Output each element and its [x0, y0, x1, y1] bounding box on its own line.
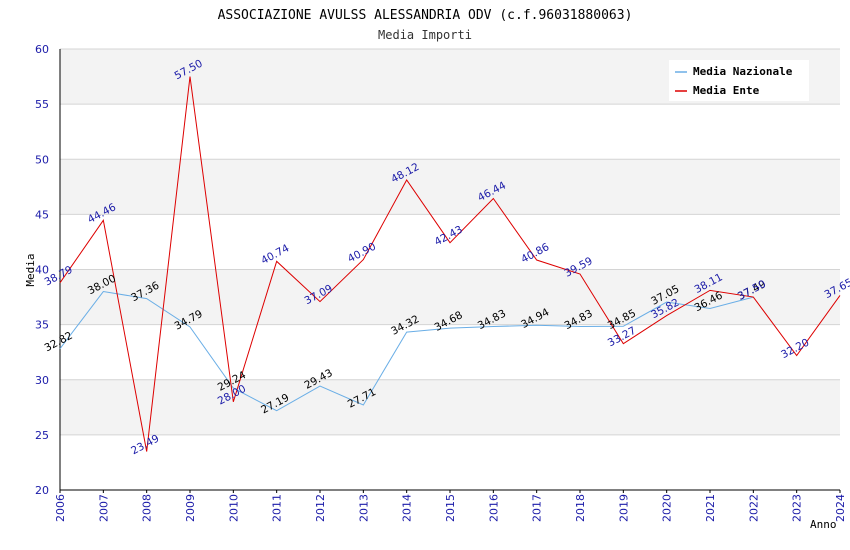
x-axis-label: Anno: [810, 518, 837, 531]
y-tick-label: 50: [35, 153, 49, 166]
y-tick-labels: 20 25 30 35 40 45 50 55 60: [35, 43, 49, 497]
x-tick-label: 2013: [357, 494, 370, 522]
y-tick-label: 25: [35, 429, 49, 442]
y-tick-label: 35: [35, 319, 49, 332]
x-tick-label: 2014: [401, 494, 414, 522]
y-tick-label: 40: [35, 264, 49, 277]
y-tick-label: 30: [35, 374, 49, 387]
x-tick-labels: 2006 2007 2008 2009 2010 2011 2012 2013 2014 2015…: [54, 490, 847, 522]
x-tick-label: 2019: [617, 494, 630, 522]
legend-label-media-nazionale: Media Nazionale: [693, 65, 793, 78]
plot-band: [60, 434, 840, 490]
chart-subtitle: Media Importi: [378, 28, 472, 42]
x-tick-label: 2022: [747, 494, 760, 522]
x-tick-label: 2012: [314, 494, 327, 522]
legend-box: [669, 60, 809, 101]
y-tick-label: 45: [35, 208, 49, 221]
x-tick-label: 2023: [791, 494, 804, 522]
x-tick-label: 2020: [661, 494, 674, 522]
chart-title: ASSOCIAZIONE AVULSS ALESSANDRIA ODV (c.f…: [218, 8, 633, 23]
x-tick-label: 2018: [574, 494, 587, 522]
series-line-media-nazionale: [59, 291, 754, 412]
y-axis-label: Media: [24, 253, 37, 286]
plot-band: [60, 104, 840, 160]
legend: Media Nazionale Media Ente: [669, 60, 809, 101]
x-tick-label: 2010: [227, 494, 240, 522]
plot-band: [60, 379, 840, 435]
x-tick-label: 2017: [531, 494, 544, 522]
series-lines: [59, 76, 841, 452]
x-tick-label: 2011: [271, 494, 284, 522]
plot-band: [60, 324, 840, 380]
legend-label-media-ente: Media Ente: [693, 84, 760, 97]
y-tick-label: 20: [35, 484, 49, 497]
y-tick-label: 60: [35, 43, 49, 56]
x-tick-label: 2007: [97, 494, 110, 522]
x-tick-label: 2008: [141, 494, 154, 522]
x-tick-label: 2024: [834, 494, 847, 522]
y-tick-label: 55: [35, 98, 49, 111]
plot-band: [60, 269, 840, 325]
x-tick-label: 2006: [54, 494, 67, 522]
x-tick-label: 2016: [487, 494, 500, 522]
series-line-media-ente: [59, 76, 841, 452]
x-tick-label: 2009: [184, 494, 197, 522]
plot-band: [60, 159, 840, 215]
x-tick-label: 2021: [704, 494, 717, 522]
x-tick-label: 2015: [444, 494, 457, 522]
